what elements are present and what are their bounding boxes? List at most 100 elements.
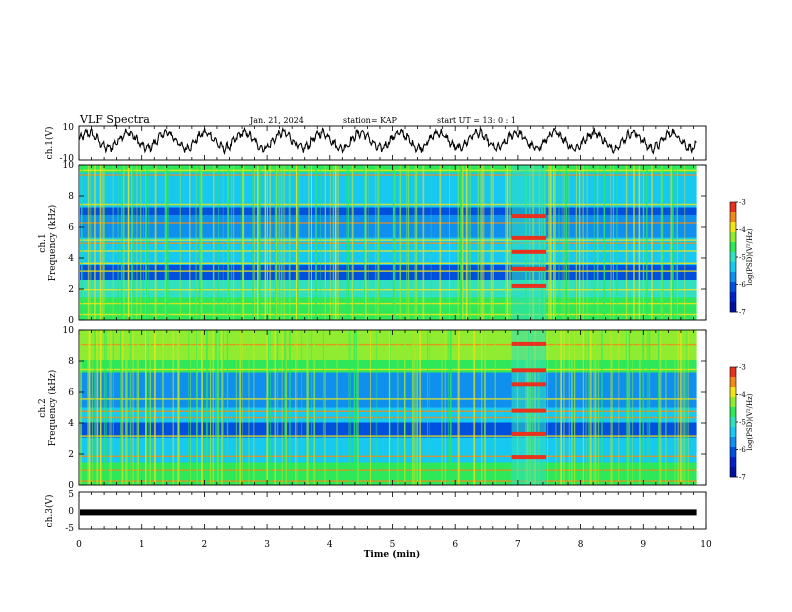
spectrogram-sferic: [563, 165, 565, 320]
spectrogram-sferic: [364, 165, 366, 320]
spectrogram-sferic: [680, 330, 682, 485]
spectrogram-sferic: [206, 330, 208, 485]
spectrogram-band: [80, 242, 697, 246]
spectrogram-band: [80, 437, 697, 441]
spectrogram-sferic: [414, 165, 416, 320]
spectrogram-sferic: [295, 330, 297, 485]
spectrogram-sferic: [632, 330, 634, 485]
colorbar-tick-label: -7: [739, 309, 746, 317]
colorbar-cell: [730, 449, 736, 453]
spectrogram-sferic: [563, 330, 565, 485]
spectrogram-sferic: [672, 165, 674, 320]
spectrogram-sferic: [665, 330, 667, 485]
ytick-label: 10: [63, 161, 75, 171]
spectrogram-sferic: [295, 330, 296, 485]
colorbar-cell: [730, 237, 736, 240]
spectrogram-sferic: [625, 165, 628, 320]
burst-line: [511, 283, 547, 288]
spectrogram-band: [80, 357, 697, 361]
spectrogram-sferic: [306, 330, 307, 485]
spectrogram-sferic: [195, 165, 197, 320]
spectrogram-sferic: [642, 165, 645, 320]
colorbar-cell: [730, 427, 736, 430]
colorbar-cell: [730, 409, 736, 413]
spectrogram-band: [80, 170, 697, 173]
spectrogram-band: [80, 332, 697, 336]
spectrogram-line: [80, 469, 697, 471]
spectrogram-sferic: [353, 330, 356, 485]
chart-title: VLF Spectra: [79, 113, 150, 126]
spectrogram-band: [80, 457, 697, 461]
spectrogram-sferic: [491, 165, 493, 320]
ch1-waveform-line: [78, 126, 697, 156]
spectrogram-sferic: [239, 330, 241, 485]
spectrogram-sferic: [461, 165, 464, 320]
spectrogram-sferic: [252, 165, 254, 320]
ch3-waveform-line: [80, 509, 697, 516]
spectrogram-sferic: [96, 330, 99, 485]
spectrogram-band: [80, 230, 697, 233]
spectrogram-sferic: [269, 165, 272, 320]
spectrogram-sferic: [449, 165, 450, 320]
spectrogram-sferic: [297, 165, 299, 320]
spectrogram-sferic: [378, 165, 380, 320]
spectrogram-sferic: [661, 165, 663, 320]
spectrogram-line: [80, 289, 697, 291]
spectrogram-sferic: [148, 165, 150, 320]
spectrogram-band: [80, 422, 697, 426]
spectrogram-sferic: [242, 165, 244, 320]
spectrogram-sferic: [90, 165, 92, 320]
burst-line: [511, 408, 547, 413]
spectrogram-sferic: [285, 330, 287, 485]
spectrogram-sferic: [407, 165, 410, 320]
spectrogram-sferic: [307, 330, 309, 485]
ytick-label: 6: [68, 388, 74, 398]
spectrogram-line: [80, 416, 697, 419]
colorbar-cell: [730, 369, 736, 373]
spectrogram-sferic: [560, 330, 562, 485]
colorbar-cell: [730, 424, 736, 428]
spectrogram-band: [80, 387, 697, 391]
colorbar-cell: [730, 474, 736, 478]
spectrogram-band: [80, 340, 697, 343]
spectrogram-sferic: [94, 330, 96, 485]
spectrogram-sferic: [324, 165, 326, 320]
ch3-ytick-0: 0: [68, 507, 74, 517]
time-axis-label: Time (min): [364, 549, 421, 560]
spectrogram-sferic: [275, 165, 278, 320]
spectrogram-sferic: [642, 330, 644, 485]
spectrogram-band: [80, 167, 697, 171]
colorbar-label: log(PSD)(V²/Hz): [746, 228, 754, 285]
colorbar-cell: [730, 292, 736, 295]
spectrogram-line: [80, 480, 697, 482]
spectrogram-band: [80, 475, 697, 478]
spectrogram-band: [80, 197, 697, 201]
spectrogram-band: [80, 195, 697, 198]
spectrogram-sferic: [414, 330, 416, 485]
spectrogram-sferic: [597, 330, 600, 485]
ch1-ytick-top: 10: [63, 123, 75, 133]
spectrogram-sferic: [357, 330, 359, 485]
spectrogram-band: [80, 462, 697, 466]
burst-line: [511, 368, 547, 373]
spectrogram-sferic: [509, 165, 511, 320]
spectrogram-sferic: [274, 165, 277, 320]
spectrogram-band: [80, 392, 697, 396]
colorbar-tick-label: -5: [739, 254, 746, 262]
spectrogram-band: [80, 470, 697, 473]
spectrogram-band: [80, 212, 697, 216]
colorbar-cell: [730, 204, 736, 208]
spectrogram-sferic: [550, 165, 552, 320]
spectrogram-band: [80, 172, 697, 176]
spectrogram-band: [80, 365, 697, 368]
spectrogram-sferic: [628, 330, 631, 485]
ch1-colorbar: -3 -4 -5 -6 -7 log(PSD)(V²/Hz): [729, 199, 754, 317]
spectrogram-band: [80, 400, 697, 403]
spectrogram-sferic: [368, 165, 369, 320]
spectrogram-sferic: [677, 330, 680, 485]
spectrogram-sferic: [393, 165, 396, 320]
spectrogram-band: [80, 237, 697, 241]
colorbar-cell: [730, 452, 736, 455]
spectrogram-sferic: [493, 165, 494, 320]
